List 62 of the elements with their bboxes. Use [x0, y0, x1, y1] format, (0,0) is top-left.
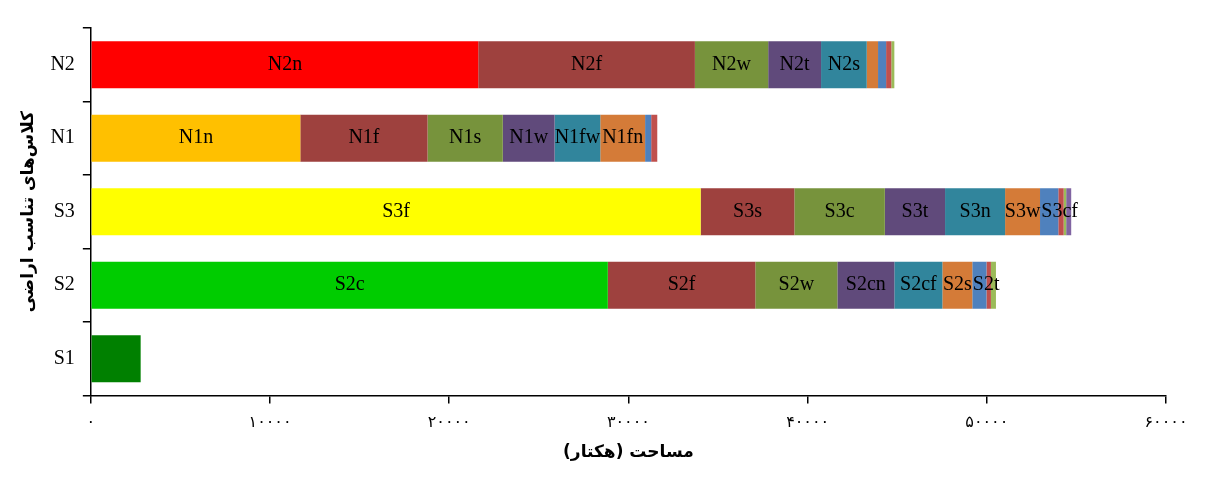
y-tick-label: N2 [50, 51, 75, 74]
bar [91, 41, 479, 89]
data-label: S2s [942, 272, 972, 295]
bar [502, 114, 555, 162]
x-tick-label: ۶۰۰۰۰ [1144, 412, 1188, 432]
y-tick-label: N1 [50, 125, 75, 148]
data-label: S2f [667, 272, 696, 295]
bar [837, 261, 895, 309]
data-label: N2n [267, 51, 303, 74]
bar [607, 261, 756, 309]
bar [694, 41, 769, 89]
data-label: N1f [348, 125, 380, 148]
x-tick-label: ۴۰۰۰۰ [786, 412, 830, 432]
bar [945, 188, 1006, 236]
data-label: N2s [827, 51, 861, 74]
bar [878, 41, 887, 89]
data-label: S2w [778, 272, 815, 295]
y-tick-label: S1 [53, 345, 75, 368]
data-label: N2t [779, 51, 811, 74]
data-label: S2cf [900, 272, 938, 295]
bar [884, 188, 946, 236]
bar [821, 41, 867, 89]
bar [91, 188, 701, 236]
bar [768, 41, 822, 89]
data-label: N2f [571, 51, 603, 74]
data-label: S3f [382, 198, 411, 221]
bar [886, 41, 892, 89]
data-label: S3c [824, 198, 855, 221]
x-tick-label: ۳۰۰۰۰ [606, 412, 650, 432]
x-tick-label: ۰ [86, 412, 96, 432]
bar [645, 114, 652, 162]
bar [91, 335, 141, 383]
x-tick-label: ۱۰۰۰۰ [248, 412, 292, 432]
data-label: N1fw [554, 125, 601, 148]
data-label: S3t [901, 198, 929, 221]
data-label: N1n [178, 125, 214, 148]
data-label: N1fn [602, 125, 644, 148]
bar [794, 188, 885, 236]
data-label: S3n [959, 198, 991, 221]
bar [91, 114, 301, 162]
data-label: S2c [334, 272, 365, 295]
y-axis-title: کلاس‌های تناسب اراضی [16, 110, 37, 313]
data-label: S3s [733, 198, 763, 221]
data-label: N2w [712, 51, 752, 74]
x-axis-title: مساحت (هکتار) [563, 441, 694, 462]
bar [891, 41, 895, 89]
data-label: S2cn [845, 272, 886, 295]
data-label: N1s [449, 125, 482, 148]
x-tick-label: ۲۰۰۰۰ [427, 412, 471, 432]
bar [700, 188, 795, 236]
bar [91, 261, 608, 309]
bar [755, 261, 838, 309]
x-tick-label: ۵۰۰۰۰ [965, 412, 1009, 432]
bar [651, 114, 658, 162]
bar [300, 114, 428, 162]
bar [894, 261, 943, 309]
bar [478, 41, 695, 89]
y-tick-label: S2 [53, 272, 75, 295]
y-tick-label: S3 [53, 198, 75, 221]
bar [427, 114, 503, 162]
data-label: N1w [509, 125, 549, 148]
bar [866, 41, 879, 89]
